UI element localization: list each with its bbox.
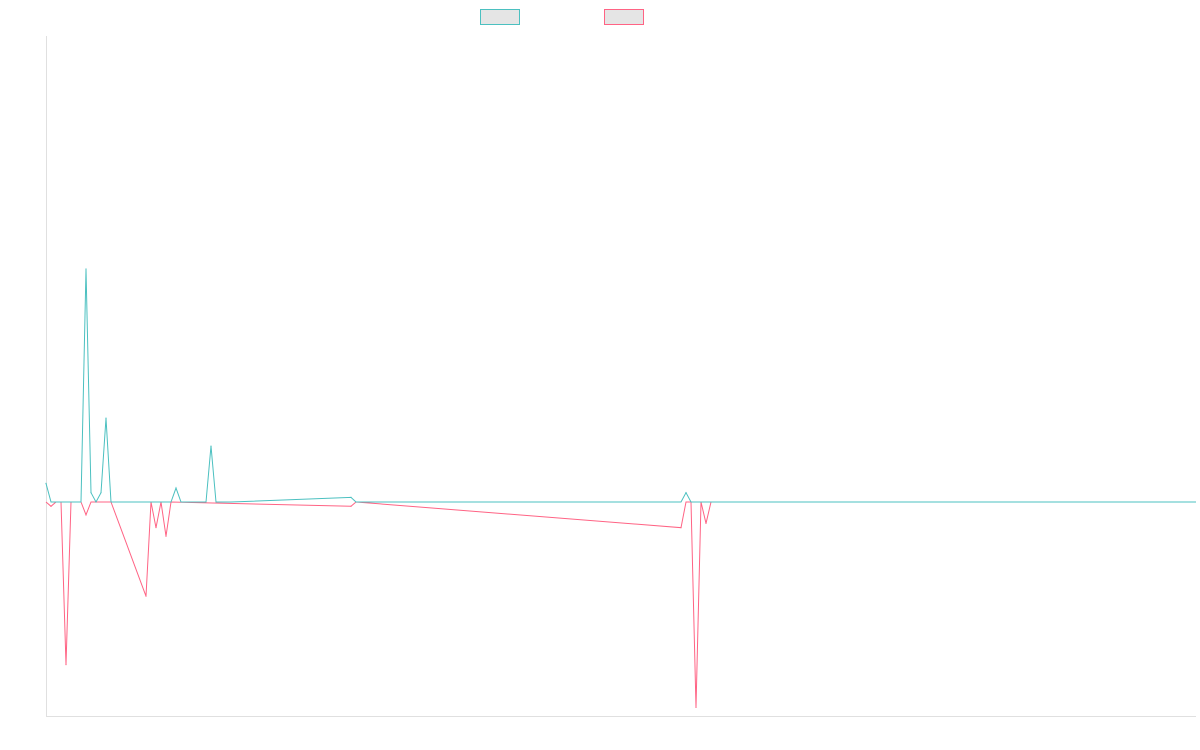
data-point[interactable] [685,492,687,494]
data-point[interactable] [90,492,92,494]
data-point[interactable] [105,417,107,419]
data-point[interactable] [85,268,87,270]
series-b [45,501,712,709]
data-point[interactable] [65,664,67,666]
series-a [45,268,1196,504]
data-point[interactable] [100,492,102,494]
data-point[interactable] [210,445,212,447]
legend-swatch-series-b[interactable] [604,9,644,25]
data-point[interactable] [175,487,177,489]
data-point[interactable] [85,514,87,516]
data-point[interactable] [145,595,147,597]
data-point[interactable] [350,505,352,507]
series-line-a [45,268,801,504]
data-point[interactable] [155,527,157,529]
data-point[interactable] [45,482,47,484]
data-point[interactable] [50,505,52,507]
data-point[interactable] [705,522,707,525]
data-point[interactable] [165,535,167,537]
data-point[interactable] [680,527,682,529]
data-point[interactable] [695,706,697,709]
legend-swatch-series-a[interactable] [480,9,520,25]
series-line-b [45,501,712,708]
data-point[interactable] [350,496,352,498]
